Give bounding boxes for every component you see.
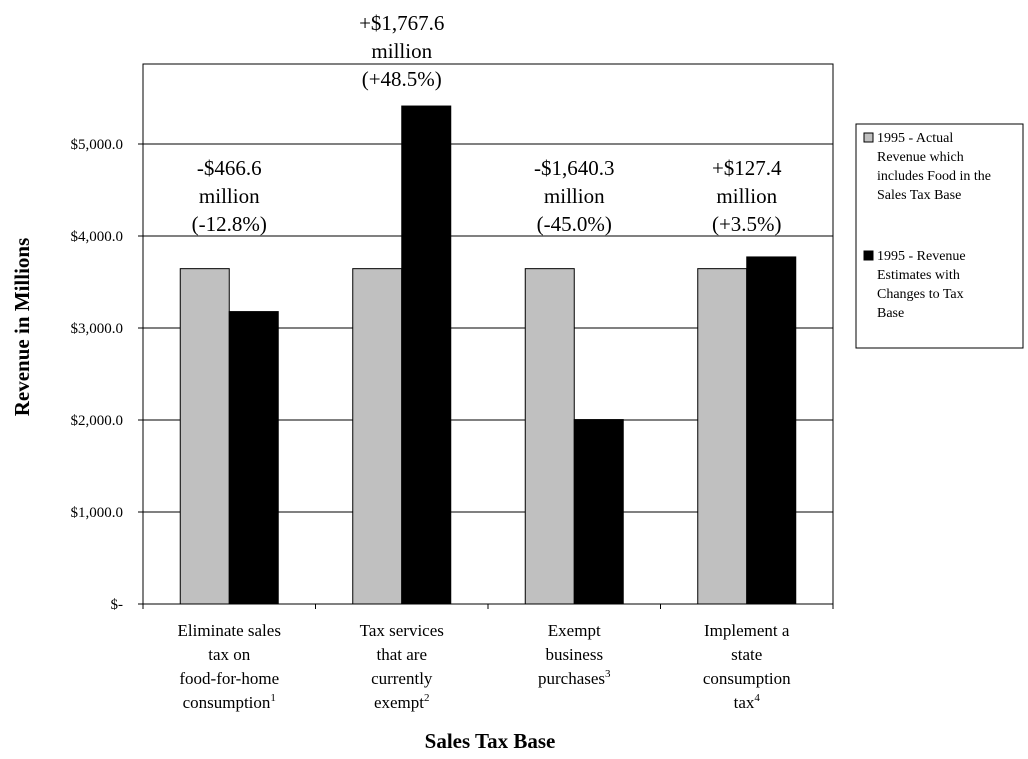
data-label: million [544,184,605,208]
footnote-marker: 1 [270,692,276,704]
bars [179,105,797,605]
legend-label: includes Food in the [877,169,991,184]
y-tick-label: $- [111,597,124,613]
data-label: (-12.8%) [192,212,267,236]
bar-actual [352,268,403,605]
data-label: +$1,767.6 [359,11,444,35]
bar-estimate [746,256,797,605]
x-tick-label: exempt2 [374,692,430,712]
footnote-marker: 3 [605,668,611,680]
legend: 1995 - Actual Revenue which includes Food … [855,123,1024,349]
y-tick-label: $1,000.0 [71,505,124,521]
x-tick-label: consumption1 [183,692,276,712]
x-tick-label: consumption [703,669,791,688]
legend-swatch [863,132,874,143]
y-axis-title: Revenue in Millions [10,238,34,417]
x-tick-label: Eliminate sales [178,621,281,640]
legend-label: Changes to Tax [877,287,964,302]
x-tick-label: Implement a [704,621,790,640]
y-tick-label: $4,000.0 [71,229,124,245]
y-tick-label: $2,000.0 [71,413,124,429]
y-tick-label: $5,000.0 [71,137,124,153]
x-tick-label: state [731,645,762,664]
bar-actual [697,268,748,605]
legend-label: 1995 - Revenue [877,249,966,264]
legend-box [855,123,1024,349]
x-tick-label: currently [371,669,433,688]
bar-estimate [401,105,452,605]
footnote-marker: 4 [754,692,760,704]
data-label: -$466.6 [197,156,262,180]
x-tick-label: business [545,645,603,664]
legend-label: 1995 - Actual [877,131,953,146]
legend-label: Estimates with [877,268,960,283]
bar-estimate [573,419,624,605]
data-label: million [716,184,777,208]
bar-actual [524,268,575,605]
x-axis-title: Sales Tax Base [425,729,556,753]
data-label: (+3.5%) [712,212,782,236]
footnote-marker: 2 [424,692,430,704]
data-label: +$127.4 [712,156,782,180]
x-tick-label: purchases3 [538,668,611,688]
legend-label: Base [877,306,904,321]
data-label: (-45.0%) [537,212,612,236]
x-tick-label: Exempt [548,621,601,640]
annotations: -$466.6 million (-12.8%) +$1,767.6 million (+… [192,11,782,236]
data-label: million [199,184,260,208]
axes: $- $1,000.0 $2,000.0 $3,000.0 $4,000.0 $5,000… [71,137,834,712]
data-label: (+48.5%) [362,67,442,91]
legend-label: Sales Tax Base [877,188,961,203]
x-tick-label: tax on [208,645,251,664]
legend-swatch [863,250,874,261]
x-tick-label: tax4 [734,692,761,712]
x-tick-label: that are [377,645,428,664]
data-label: million [371,39,432,63]
x-tick-label: Tax services [360,621,444,640]
bar-actual [179,268,230,605]
x-tick-label: food-for-home [179,669,279,688]
legend-label: Revenue which [877,150,964,165]
data-label: -$1,640.3 [534,156,615,180]
bar-estimate [228,311,279,605]
y-tick-label: $3,000.0 [71,321,124,337]
